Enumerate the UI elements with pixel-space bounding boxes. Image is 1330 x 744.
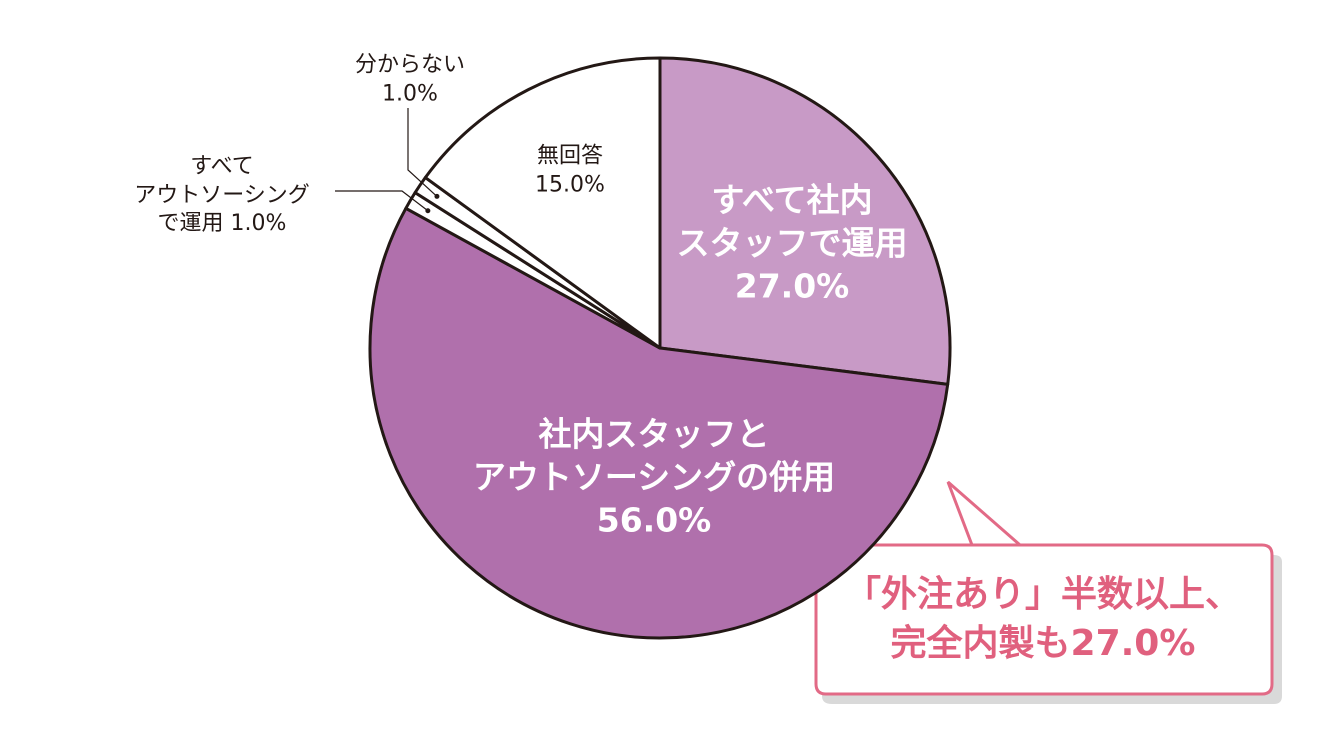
pie-slice <box>658 56 952 386</box>
callout-text: 「外注あり」半数以上、 完全内製も27.0% <box>844 574 1241 664</box>
leader-line <box>335 190 429 212</box>
leader-dot <box>434 193 440 199</box>
category-label: すべて アウトソーシング で運用 <box>134 154 310 237</box>
pie-slice <box>368 206 950 640</box>
slice-label: すべて アウトソーシング で運用 1.0% <box>134 153 310 239</box>
value-label: 15.0% <box>535 172 605 197</box>
slice-label: 分からない 1.0% <box>355 51 465 108</box>
leader-line <box>407 108 438 197</box>
value-label: 56.0% <box>596 500 712 540</box>
leader-dot <box>425 208 431 214</box>
slice-label: 無回答 15.0% <box>535 142 605 199</box>
value-label: 1.0% <box>382 81 438 106</box>
slice-label: すべて社内 スタッフで運用 27.0% <box>677 180 908 309</box>
category-label: すべて社内 スタッフで運用 <box>676 180 908 263</box>
category-label: 社内スタッフと アウトソーシングの併用 <box>472 414 836 497</box>
slice-label: 社内スタッフと アウトソーシングの併用 56.0% <box>473 414 835 543</box>
pie-slice <box>423 56 662 350</box>
value-label: 27.0% <box>734 266 850 306</box>
category-label: 無回答 <box>536 143 604 169</box>
value-label: 1.0% <box>230 211 287 237</box>
category-label: 分からない <box>354 52 466 78</box>
